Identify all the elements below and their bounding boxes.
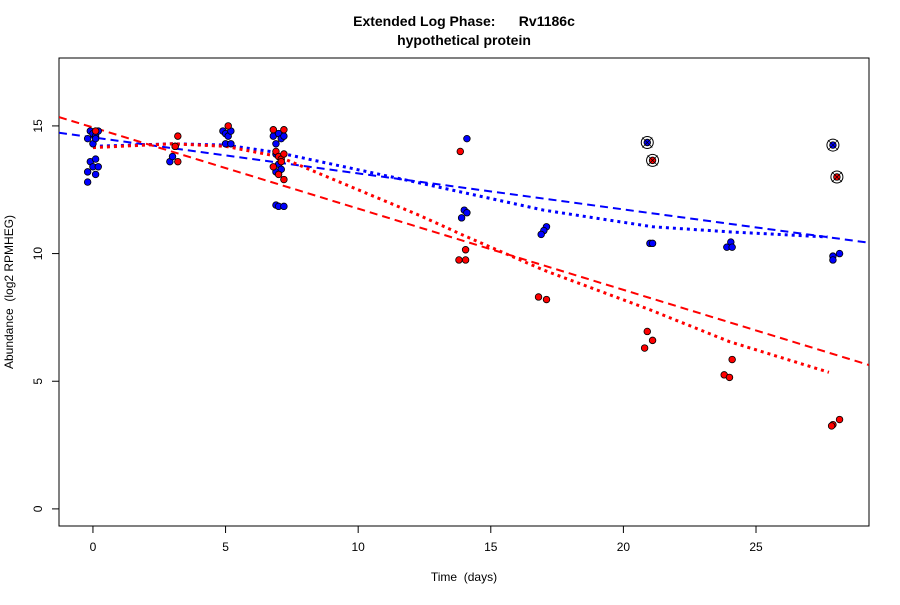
data-points <box>83 122 844 430</box>
blue-data-point <box>83 134 92 143</box>
red-data-point <box>269 163 278 171</box>
x-tick-label: 0 <box>90 540 97 554</box>
x-tick-label: 20 <box>617 540 631 554</box>
red-data-point <box>640 344 649 352</box>
y-axis: 0 5 10 15 <box>31 119 60 512</box>
x-tick-label: 25 <box>749 540 763 554</box>
red-data-point <box>534 293 543 301</box>
blue-smooth-line <box>92 142 828 239</box>
blue-data-point <box>91 134 100 143</box>
blue-outlier-point <box>640 136 654 150</box>
blue-data-point <box>83 178 92 186</box>
red-data-point <box>280 175 288 184</box>
red-data-point <box>280 150 288 158</box>
red-data-point <box>277 157 285 166</box>
red-data-point <box>728 355 736 364</box>
y-tick-label: 5 <box>31 378 45 385</box>
red-data-point <box>274 170 283 179</box>
blue-data-point <box>91 155 100 163</box>
blue-data-point <box>83 168 92 176</box>
blue-data-point <box>272 140 280 148</box>
blue-data-point <box>91 170 100 179</box>
red-smooth-line <box>92 142 830 374</box>
x-tick-label: 15 <box>484 540 498 554</box>
chart-title-line1: Extended Log Phase: Rv1186c <box>353 13 575 29</box>
red-data-point <box>91 127 100 135</box>
blue-data-point <box>168 152 177 161</box>
red-data-point <box>461 246 470 254</box>
blue-outlier-point <box>826 138 840 152</box>
red-data-point <box>174 157 182 166</box>
x-tick-label: 5 <box>222 540 229 554</box>
red-data-point <box>456 147 464 156</box>
red-outlier-point <box>830 170 844 184</box>
blue-data-point <box>835 249 844 258</box>
blue-data-point <box>280 132 288 140</box>
blue-data-point <box>94 163 102 171</box>
blue-data-point <box>648 239 657 248</box>
blue-data-point <box>537 230 545 239</box>
red-outlier-point <box>646 153 660 167</box>
red-data-point <box>643 327 651 336</box>
blue-data-point <box>280 202 288 211</box>
x-tick-label: 10 <box>351 540 365 554</box>
red-data-point <box>455 256 463 264</box>
red-data-point <box>224 122 232 130</box>
red-data-point <box>461 256 470 264</box>
blue-data-point <box>728 243 736 251</box>
blue-data-point <box>457 214 466 222</box>
red-data-point <box>648 336 657 345</box>
red-data-point <box>269 126 278 134</box>
blue-data-point <box>227 140 235 148</box>
red-data-point <box>280 126 288 134</box>
y-axis-label: Abundance (log2 RPMHEG) <box>2 215 16 369</box>
y-tick-label: 0 <box>31 505 45 512</box>
blue-data-point <box>463 209 471 217</box>
chart-title-line2: hypothetical protein <box>397 32 531 48</box>
red-data-point <box>835 415 844 424</box>
fit-lines <box>59 116 869 374</box>
y-tick-label: 10 <box>31 247 45 261</box>
x-axis: 0 5 10 15 20 25 <box>90 525 763 554</box>
red-data-point <box>174 132 182 140</box>
blue-data-point <box>829 256 837 264</box>
blue-data-point <box>463 134 471 143</box>
red-data-point <box>725 373 734 382</box>
x-axis-label: Time (days) <box>431 570 497 584</box>
red-linear-fit-line <box>59 116 869 366</box>
red-data-point <box>542 295 551 304</box>
blue-linear-fit-line <box>59 131 869 244</box>
plot-frame <box>58 57 870 527</box>
y-tick-label: 15 <box>31 119 45 133</box>
red-data-point <box>827 422 836 430</box>
red-data-point <box>171 142 179 151</box>
